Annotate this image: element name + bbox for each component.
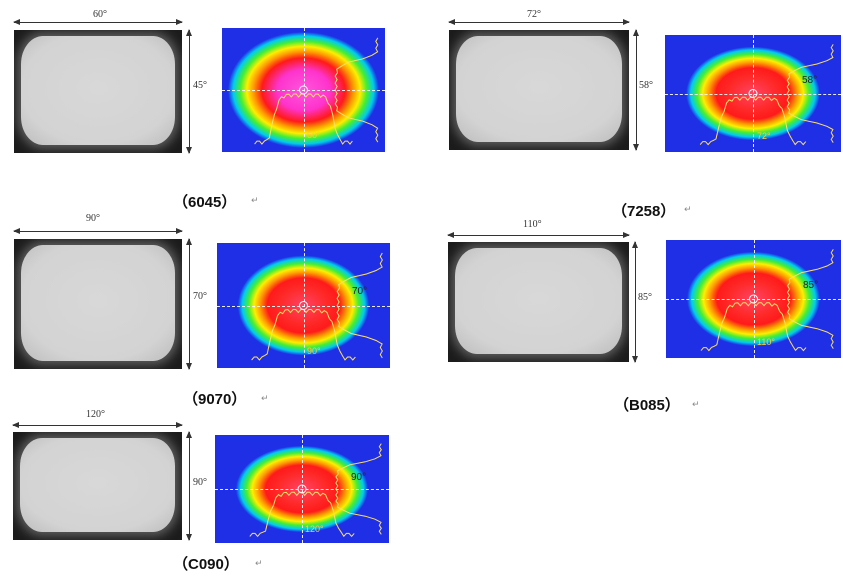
- beam-heatmap: 90° 120°: [215, 435, 389, 543]
- beam-spot: [21, 245, 175, 361]
- heatmap-width-label: 110°: [757, 337, 775, 347]
- paragraph-mark: ↵: [255, 559, 263, 569]
- heatmap-width-label: 72°: [757, 131, 771, 141]
- width-angle-label: 72°: [527, 9, 541, 20]
- crosshair-horizontal: [217, 306, 390, 307]
- width-angle-label: 110°: [523, 219, 542, 230]
- height-dimension-arrow: [632, 241, 638, 363]
- heatmap-graphic: [217, 243, 390, 368]
- beam-photo: [13, 432, 182, 540]
- heatmap-width-label: 60°: [307, 130, 321, 140]
- beam-spot: [20, 438, 175, 532]
- height-dimension-arrow: [633, 29, 639, 151]
- width-dimension-arrow: [448, 19, 630, 25]
- heatmap-height-label: 90°: [351, 472, 367, 483]
- beam-heatmap: 58° 72°: [665, 35, 841, 152]
- width-angle-label: 60°: [93, 9, 107, 20]
- figure-caption: （6045）: [173, 194, 237, 211]
- beam-spot: [455, 248, 622, 354]
- width-dimension-arrow: [447, 232, 630, 238]
- figure-caption: （B085）: [614, 397, 680, 414]
- beam-spot: [21, 36, 175, 145]
- crosshair-vertical: [754, 240, 755, 358]
- beam-photo: [448, 242, 629, 362]
- paragraph-mark: ↵: [251, 196, 259, 206]
- paragraph-mark: ↵: [692, 400, 700, 410]
- figure-caption: （C090）: [173, 556, 239, 573]
- crosshair-vertical: [304, 28, 305, 152]
- crosshair-horizontal: [222, 90, 385, 91]
- height-angle-label: 70°: [193, 291, 207, 302]
- paragraph-mark: ↵: [261, 394, 269, 404]
- heatmap-width-label: 120°: [305, 524, 324, 534]
- height-angle-label: 45°: [193, 80, 207, 91]
- height-dimension-arrow: [186, 431, 192, 541]
- heatmap-width-label: 90°: [307, 346, 321, 356]
- beam-heatmap: 70° 90°: [217, 243, 390, 368]
- figure-caption: （9070）: [183, 391, 247, 408]
- beam-heatmap: 85° 110°: [666, 240, 841, 358]
- beam-photo: [449, 30, 629, 150]
- width-dimension-arrow: [12, 422, 183, 428]
- heatmap-height-label: 70°: [352, 286, 368, 297]
- width-angle-label: 120°: [86, 409, 105, 420]
- heatmap-height-label: 85°: [803, 280, 819, 291]
- width-dimension-arrow: [13, 228, 183, 234]
- beam-photo: [14, 30, 182, 153]
- crosshair-vertical: [304, 243, 305, 368]
- figure-caption: （7258）: [612, 203, 676, 220]
- width-angle-label: 90°: [86, 213, 100, 224]
- height-angle-label: 85°: [638, 292, 652, 303]
- crosshair-vertical: [302, 435, 303, 543]
- beam-spot: [456, 36, 622, 142]
- height-dimension-arrow: [186, 29, 192, 154]
- crosshair-horizontal: [666, 299, 841, 300]
- height-dimension-arrow: [186, 238, 192, 370]
- heatmap-height-label: 58°: [802, 75, 818, 86]
- width-dimension-arrow: [13, 19, 183, 25]
- beam-photo: [14, 239, 182, 369]
- paragraph-mark: ↵: [684, 205, 692, 215]
- height-angle-label: 58°: [639, 80, 653, 91]
- beam-heatmap: 60°: [222, 28, 385, 152]
- height-angle-label: 90°: [193, 477, 207, 488]
- crosshair-vertical: [753, 35, 754, 152]
